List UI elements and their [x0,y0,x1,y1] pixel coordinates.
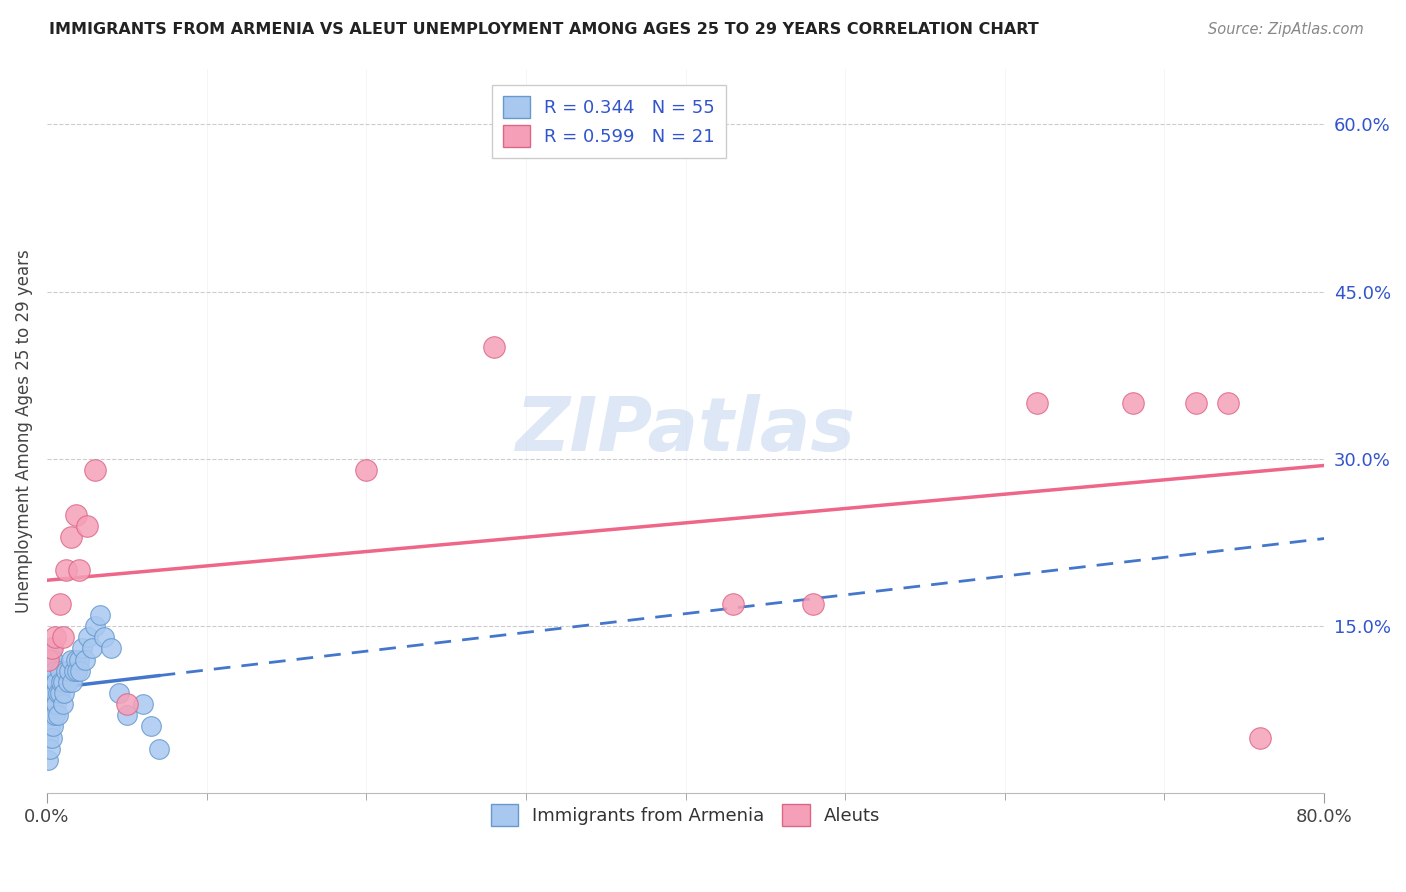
Point [1025,396,1047,410]
Point [482,340,505,354]
Point [1249,731,1271,745]
Point [66,664,89,678]
Point [1185,396,1208,410]
Point [76,518,98,533]
Point [93,630,115,644]
Point [48,664,70,678]
Point [51,674,73,689]
Point [52,630,75,644]
Point [801,597,824,611]
Point [39,674,62,689]
Point [53,686,76,700]
Point [48,686,70,700]
Point [46,708,69,723]
Point [83,619,105,633]
Point [58,664,80,678]
Point [44,686,66,700]
Point [55,563,77,577]
Point [115,708,138,723]
Point [65,652,87,666]
Point [39,664,62,678]
Point [52,697,75,711]
Point [42,652,65,666]
Point [69,664,91,678]
Point [37,674,59,689]
Point [115,697,138,711]
Point [37,652,59,666]
Point [354,463,377,477]
Point [44,630,66,644]
Point [39,741,62,756]
Point [63,664,86,678]
Point [56,674,79,689]
Point [44,708,66,723]
Point [59,652,82,666]
Text: IMMIGRANTS FROM ARMENIA VS ALEUT UNEMPLOYMENT AMONG AGES 25 TO 29 YEARS CORRELAT: IMMIGRANTS FROM ARMENIA VS ALEUT UNEMPLO… [49,22,1039,37]
Y-axis label: Unemployment Among Ages 25 to 29 years: Unemployment Among Ages 25 to 29 years [15,249,32,613]
Text: ZIPatlas: ZIPatlas [516,394,855,467]
Point [45,674,67,689]
Point [62,674,84,689]
Point [139,719,162,733]
Point [41,641,63,656]
Point [100,641,122,656]
Point [131,697,153,711]
Point [67,652,90,666]
Point [37,753,59,767]
Point [1218,396,1240,410]
Point [67,563,90,577]
Point [1122,396,1144,410]
Point [41,686,63,700]
Point [148,741,170,756]
Point [39,697,62,711]
Point [42,719,65,733]
Point [39,652,62,666]
Point [55,664,77,678]
Point [41,641,63,656]
Point [41,708,63,723]
Point [41,664,63,678]
Point [42,674,65,689]
Point [45,697,67,711]
Point [59,530,82,544]
Point [37,708,59,723]
Text: Source: ZipAtlas.com: Source: ZipAtlas.com [1208,22,1364,37]
Point [723,597,745,611]
Point [41,731,63,745]
Point [39,719,62,733]
Point [42,697,65,711]
Point [70,641,93,656]
Point [65,508,87,522]
Point [89,607,111,622]
Point [83,463,105,477]
Point [80,641,103,656]
Point [52,674,75,689]
Point [75,652,97,666]
Legend: Immigrants from Armenia, Aleuts: Immigrants from Armenia, Aleuts [482,795,890,835]
Point [77,630,100,644]
Point [37,731,59,745]
Point [44,664,66,678]
Point [48,597,70,611]
Point [107,686,129,700]
Point [46,686,69,700]
